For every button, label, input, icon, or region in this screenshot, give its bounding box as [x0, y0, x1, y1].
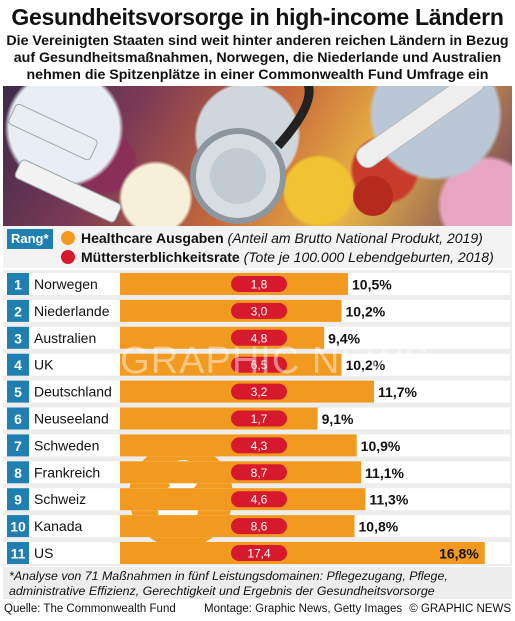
rank-box [7, 461, 29, 484]
orange-dot-icon [61, 231, 75, 245]
maternal-rate-pill [231, 276, 287, 292]
rank-number: 5 [14, 384, 22, 400]
medical-photo [3, 86, 512, 226]
maternal-rate-pill [231, 302, 287, 319]
maternal-rate-label: 4,8 [251, 331, 268, 345]
country-label: Schweiz [34, 491, 86, 507]
ranking-chart: 1 Norwegen 1,8 10,5% 2 Niederlande 3,0 10,2% 3 Au… [3, 273, 510, 564]
maternal-rate-pill [231, 437, 287, 454]
chart-area: 1 Norwegen 1,8 10,5% 2 Niederlande 3,0 10,2% 3 Au… [3, 270, 512, 566]
maternal-rate-label: 17,4 [247, 547, 271, 561]
subtitle: Die Vereinigten Staaten sind weit hinter… [6, 33, 509, 84]
page-title: Gesundheitsvorsorge in high-income Lände… [11, 4, 504, 30]
subtitle-line: nehmen die Spitzenplätze in einer Common… [26, 67, 489, 83]
country-label: Deutschland [34, 384, 112, 400]
spending-value-label: 9,1% [322, 411, 354, 427]
subtitle-line: auf Gesundheitsmaßnahmen, Norwegen, die … [13, 50, 502, 66]
medical-illustration [8, 86, 485, 224]
spending-value-label: 11,3% [369, 492, 408, 508]
maternal-rate-label: 8,6 [251, 520, 268, 534]
rank-number: 3 [14, 330, 22, 346]
maternal-rate-label: 3,2 [251, 385, 268, 399]
maternal-rate-label: 6,5 [251, 358, 268, 372]
maternal-rate-label: 4,6 [251, 493, 268, 507]
maternal-rate-label: 1,8 [251, 278, 268, 292]
source-credit: Quelle: The Commonwealth Fund [4, 603, 176, 615]
spending-value-label: 10,5% [352, 277, 392, 293]
country-label: Frankreich [34, 464, 100, 480]
legend-healthcare-note: (Anteil am Brutto National Produkt, 2019… [227, 230, 483, 246]
maternal-rate-pill [231, 518, 287, 535]
rank-box [7, 353, 29, 376]
rank-box [7, 380, 29, 403]
spending-value-label: 10,2% [345, 357, 385, 373]
spending-bar [120, 353, 342, 376]
stethoscope-icon [190, 86, 314, 224]
spending-value-label: 11,7% [378, 384, 417, 400]
country-label: Neuseeland [34, 411, 109, 427]
subtitle-line: Die Vereinigten Staaten sind weit hinter… [6, 33, 509, 49]
rank-box [7, 542, 29, 564]
montage-credit: Montage: Graphic News, Getty Images [204, 603, 403, 615]
spending-value-label: 10,8% [359, 519, 399, 535]
maternal-rate-label: 8,7 [251, 466, 268, 480]
spending-value-label: 10,2% [345, 303, 385, 319]
rank-number: 6 [14, 411, 22, 427]
rank-box [7, 515, 29, 538]
spending-bar [120, 542, 485, 564]
maternal-rate-label: 1,7 [251, 412, 268, 426]
rank-box [7, 299, 29, 322]
legend-maternal-label: Müttersterblichkeitsrate [81, 249, 240, 265]
country-label: UK [34, 357, 54, 373]
maternal-rate-label: 4,3 [251, 439, 268, 453]
rank-box [7, 407, 29, 430]
legend-healthcare: Healthcare Ausgaben (Anteil am Brutto Na… [61, 228, 483, 248]
copyright: © GRAPHIC NEWS [409, 603, 511, 615]
maternal-rate-label: 3,0 [251, 304, 268, 318]
spending-bar [120, 407, 318, 430]
rank-number: 2 [14, 303, 22, 319]
maternal-rate-pill [231, 491, 287, 508]
rank-number: 1 [14, 277, 22, 293]
spending-value-label: 16,8% [439, 546, 479, 562]
thermometer-icon [353, 86, 485, 216]
maternal-rate-pill [231, 545, 287, 561]
maternal-rate-pill [231, 464, 287, 481]
spending-value-label: 10,9% [361, 438, 401, 454]
country-label: Kanada [34, 518, 82, 534]
spending-value-label: 9,4% [328, 330, 360, 346]
maternal-rate-pill [231, 356, 287, 373]
legend-maternal-note: (Tote je 100.000 Lebendgeburten, 2018) [243, 249, 494, 265]
country-label: US [34, 545, 53, 561]
legend-healthcare-label: Healthcare Ausgaben [81, 230, 224, 246]
spending-value-label: 11,1% [365, 465, 404, 481]
rank-number: 11 [11, 546, 26, 562]
rank-number: 8 [14, 465, 22, 481]
rank-box [7, 326, 29, 349]
maternal-rate-pill [231, 383, 287, 400]
country-label: Schweden [34, 437, 99, 453]
rank-box [7, 488, 29, 511]
rank-number: 4 [14, 357, 22, 373]
rank-number: 7 [14, 438, 22, 454]
rank-box [7, 434, 29, 457]
maternal-rate-pill [231, 329, 287, 346]
spending-bar [120, 299, 342, 322]
red-dot-icon [61, 250, 75, 264]
country-label: Australien [34, 330, 96, 346]
legend: Rang* Healthcare Ausgaben (Anteil am Bru… [3, 226, 512, 268]
footnote: *Analyse von 71 Maßnahmen in fünf Leistu… [3, 567, 512, 599]
rank-number: 10 [10, 519, 26, 535]
legend-maternal: Müttersterblichkeitsrate (Tote je 100.00… [61, 247, 494, 267]
country-label: Niederlande [34, 303, 110, 319]
rank-number: 9 [14, 492, 22, 508]
rank-legend-label: Rang* [7, 229, 53, 249]
maternal-rate-pill [231, 410, 287, 427]
rank-box [7, 273, 29, 295]
syringe-icon [8, 103, 122, 223]
country-label: Norwegen [34, 276, 98, 292]
spending-bar [120, 326, 325, 349]
